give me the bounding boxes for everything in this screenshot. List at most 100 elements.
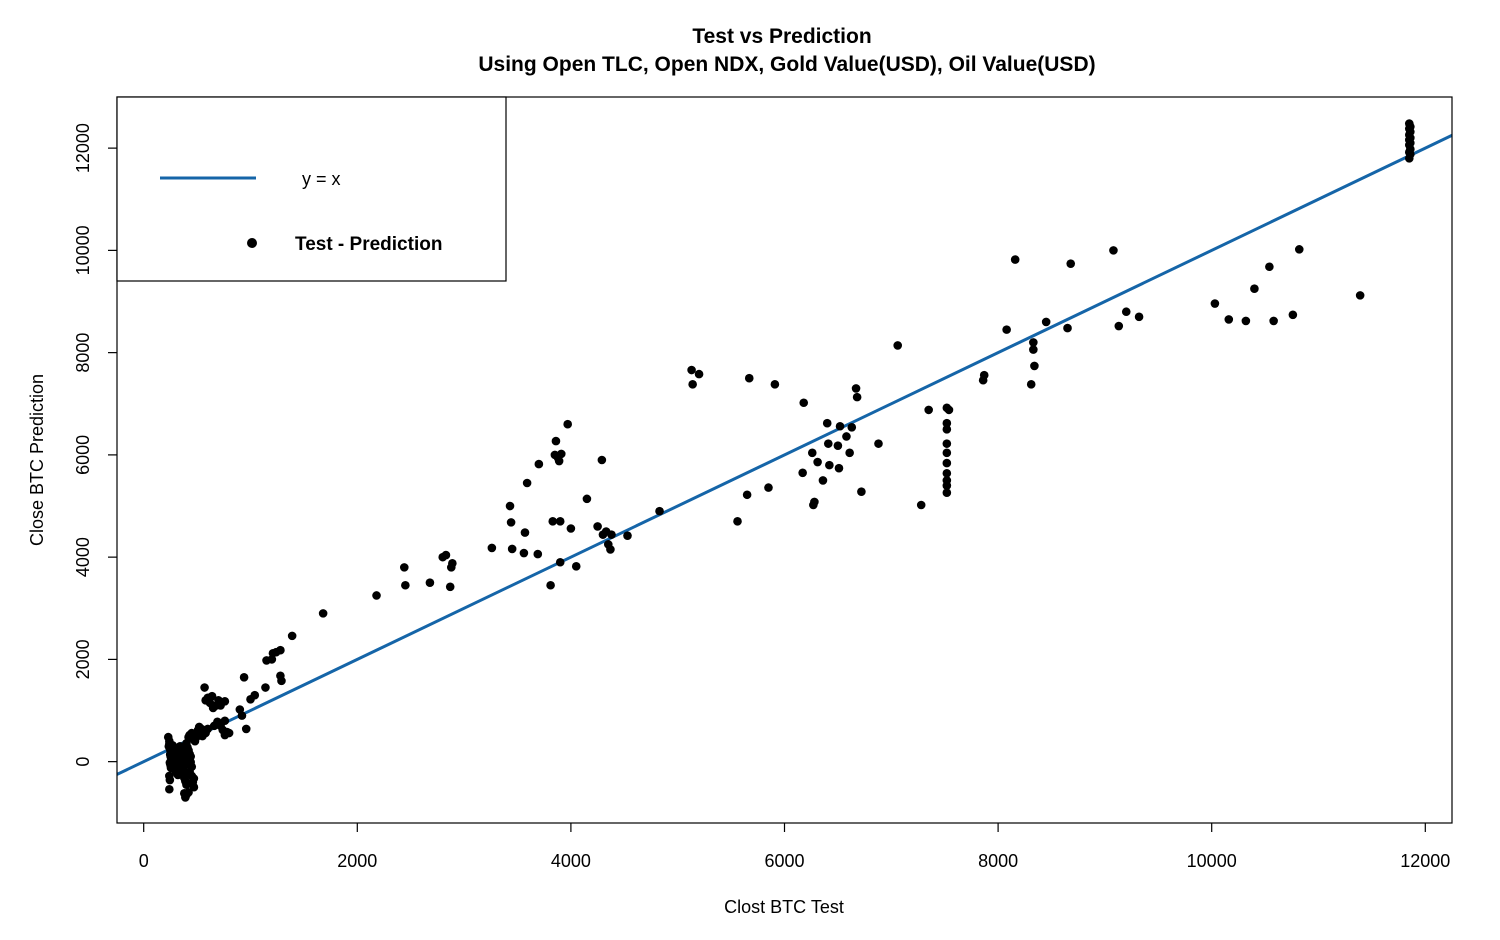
data-point <box>1134 312 1144 322</box>
data-point <box>224 728 234 738</box>
data-point <box>201 728 210 738</box>
data-point <box>1010 255 1020 264</box>
y-tick-label: 2000 <box>73 639 93 679</box>
chart-subtitle: Using Open TLC, Open NDX, Gold Value(USD… <box>478 53 1095 76</box>
data-point <box>318 609 328 618</box>
data-point <box>1114 321 1124 331</box>
data-point <box>834 463 844 473</box>
data-point <box>942 481 952 490</box>
data-point <box>733 517 742 526</box>
legend: y = x Test - Prediction <box>116 96 507 282</box>
x-tick-label: 8000 <box>978 851 1018 871</box>
data-point <box>505 501 515 511</box>
data-point <box>852 392 862 402</box>
data-point <box>522 478 532 488</box>
data-point <box>165 784 174 794</box>
data-point <box>1030 361 1039 371</box>
legend-label-y-equals-x: y = x <box>302 169 341 189</box>
chart-title: Test vs Prediction <box>692 25 871 48</box>
data-point <box>688 380 697 389</box>
data-point <box>1406 149 1415 159</box>
data-point <box>874 439 883 448</box>
data-point <box>546 580 555 590</box>
data-point <box>851 384 861 393</box>
data-point <box>520 528 530 537</box>
data-point <box>916 500 926 510</box>
data-point <box>606 545 615 554</box>
data-point <box>506 518 516 527</box>
data-point <box>744 373 754 383</box>
data-point <box>835 421 845 431</box>
data-point <box>165 775 175 785</box>
x-tick-label: 2000 <box>337 851 377 871</box>
data-point <box>742 490 752 500</box>
data-point <box>798 468 807 478</box>
data-point <box>942 448 952 458</box>
data-point <box>942 418 952 428</box>
data-point <box>597 455 607 465</box>
data-point <box>1250 284 1259 294</box>
data-point <box>847 422 857 432</box>
data-point <box>519 548 529 558</box>
data-point <box>448 558 457 568</box>
y-tick-label: 6000 <box>73 435 93 475</box>
data-point <box>507 544 517 554</box>
data-point <box>813 457 822 467</box>
legend-label-test-prediction: Test - Prediction <box>295 234 442 255</box>
data-point <box>487 543 497 553</box>
data-point <box>1026 380 1036 389</box>
data-point <box>277 676 286 686</box>
plot-area <box>117 119 1452 802</box>
data-point <box>845 448 854 458</box>
data-point <box>1041 317 1051 327</box>
data-point <box>534 459 544 469</box>
x-tick-label: 10000 <box>1187 851 1237 871</box>
data-point <box>799 398 809 408</box>
data-point <box>942 488 952 498</box>
data-point <box>533 549 543 559</box>
x-axis: 0 2000 4000 6000 8000 10000 12000 <box>139 823 1450 871</box>
data-point <box>1288 310 1298 320</box>
data-point <box>924 405 933 415</box>
data-point <box>818 476 828 485</box>
data-point <box>445 582 455 592</box>
data-point <box>1224 315 1234 324</box>
data-point <box>276 645 285 655</box>
data-point <box>190 736 200 746</box>
data-point <box>425 578 435 588</box>
data-point <box>942 458 952 468</box>
x-tick-label: 0 <box>139 851 149 871</box>
data-point <box>250 690 260 700</box>
data-point <box>207 691 217 701</box>
data-point <box>979 370 989 380</box>
data-point <box>1355 291 1365 300</box>
data-point <box>764 483 773 492</box>
y-axis: 0 2000 4000 6000 8000 10000 12000 <box>73 123 117 767</box>
y-tick-label: 0 <box>73 757 93 767</box>
data-point <box>944 405 954 415</box>
data-point <box>623 531 632 540</box>
data-points <box>163 119 1415 802</box>
data-point <box>857 487 866 496</box>
data-point <box>942 468 952 478</box>
data-point <box>261 683 270 692</box>
data-point <box>189 782 199 792</box>
data-point <box>1002 325 1011 334</box>
data-point <box>1063 323 1072 333</box>
data-point <box>555 557 565 567</box>
legend-box <box>116 96 507 282</box>
data-point <box>582 494 592 504</box>
data-point <box>548 517 558 526</box>
data-point <box>241 724 251 734</box>
data-point <box>220 716 230 726</box>
data-point <box>1121 307 1131 317</box>
x-tick-label: 4000 <box>551 851 591 871</box>
data-point <box>372 591 381 600</box>
data-point <box>1029 345 1038 354</box>
legend-point-swatch <box>247 238 257 248</box>
data-point <box>833 441 843 450</box>
data-point <box>825 460 834 470</box>
data-point <box>555 517 565 526</box>
data-point <box>942 439 952 448</box>
data-point <box>200 683 209 692</box>
